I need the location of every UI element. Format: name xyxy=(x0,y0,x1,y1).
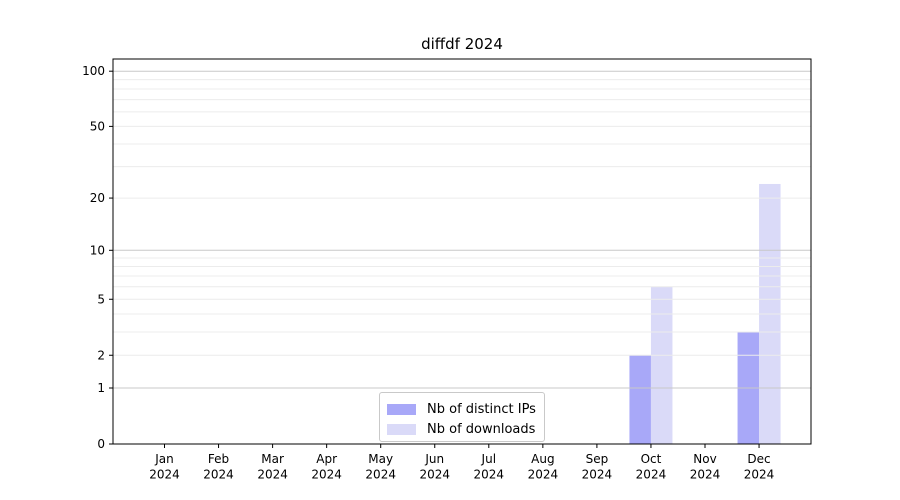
y-tick-label-100: 100 xyxy=(82,64,105,78)
x-tick-label-sep: Sep xyxy=(586,452,609,466)
x-tick-year-mar: 2024 xyxy=(257,468,288,482)
x-tick-label-aug: Aug xyxy=(531,452,554,466)
x-tick-label-oct: Oct xyxy=(641,452,662,466)
x-tick-label-apr: Apr xyxy=(316,452,337,466)
legend-label-downloads: Nb of downloads xyxy=(427,421,536,437)
legend-label-distinct-ips: Nb of distinct IPs xyxy=(427,401,536,417)
y-tick-label-20: 20 xyxy=(90,191,105,205)
y-tick-label-1: 1 xyxy=(97,381,105,395)
legend-item-downloads: Nb of downloads xyxy=(387,419,544,439)
legend-swatch-distinct-ips xyxy=(387,403,416,415)
legend: Nb of distinct IPs Nb of downloads xyxy=(379,392,545,442)
x-tick-label-jan: Jan xyxy=(154,452,174,466)
bar-distinct-ips-oct xyxy=(629,355,651,444)
x-tick-year-may: 2024 xyxy=(365,468,396,482)
x-tick-label-jun: Jun xyxy=(424,452,444,466)
x-tick-label-dec: Dec xyxy=(747,452,770,466)
x-tick-year-oct: 2024 xyxy=(636,468,667,482)
x-tick-label-may: May xyxy=(368,452,393,466)
y-tick-label-0: 0 xyxy=(97,437,105,451)
legend-item-distinct-ips: Nb of distinct IPs xyxy=(387,399,544,419)
bar-downloads-oct xyxy=(650,286,673,444)
x-tick-year-dec: 2024 xyxy=(744,468,775,482)
x-tick-label-nov: Nov xyxy=(693,452,716,466)
y-tick-label-5: 5 xyxy=(97,292,105,306)
y-tick-label-2: 2 xyxy=(97,348,105,362)
plot-frame xyxy=(112,58,812,445)
x-tick-year-feb: 2024 xyxy=(203,468,234,482)
x-tick-year-apr: 2024 xyxy=(311,468,342,482)
x-tick-label-feb: Feb xyxy=(208,452,229,466)
chart-title: diffdf 2024 xyxy=(421,35,503,53)
x-tick-year-jul: 2024 xyxy=(474,468,505,482)
legend-swatch-downloads xyxy=(387,423,416,435)
x-tick-label-jul: Jul xyxy=(481,452,496,466)
x-tick-year-aug: 2024 xyxy=(528,468,559,482)
x-tick-year-nov: 2024 xyxy=(690,468,721,482)
x-tick-year-jun: 2024 xyxy=(419,468,450,482)
y-tick-label-10: 10 xyxy=(90,243,105,257)
x-tick-label-mar: Mar xyxy=(261,452,284,466)
x-tick-year-jan: 2024 xyxy=(149,468,180,482)
y-tick-label-50: 50 xyxy=(90,119,105,133)
x-tick-year-sep: 2024 xyxy=(582,468,613,482)
